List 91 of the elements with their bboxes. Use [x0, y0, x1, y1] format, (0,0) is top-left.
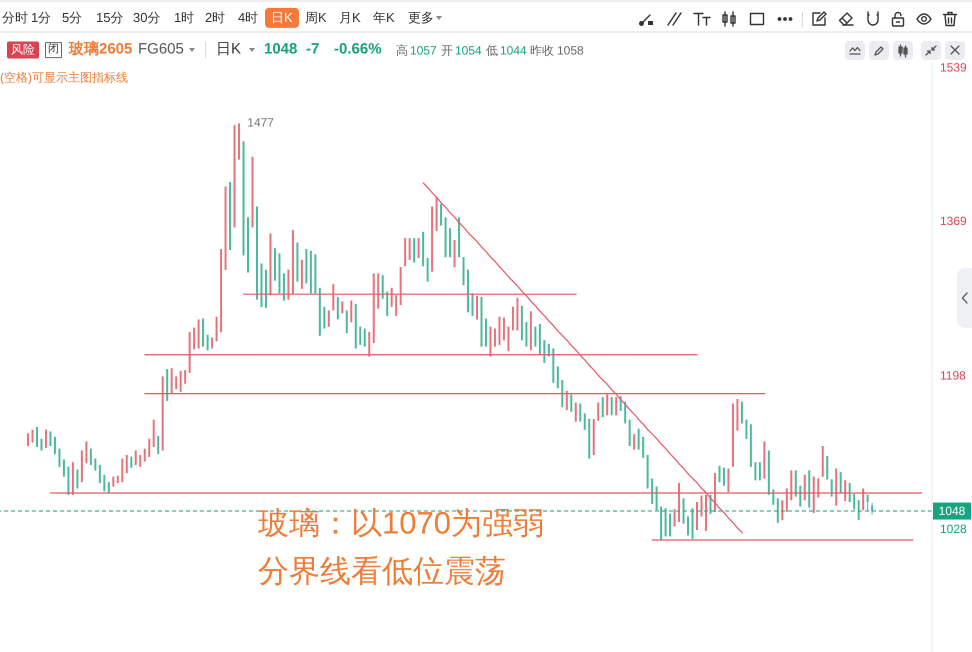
candlestick [418, 238, 420, 259]
candlestick [745, 419, 748, 440]
candlestick [758, 462, 761, 481]
candlestick [574, 402, 577, 422]
candlestick [359, 326, 362, 346]
text: 1054 [455, 44, 482, 58]
candlestick [602, 396, 604, 418]
candlestick [144, 448, 146, 462]
candlestick [395, 294, 398, 316]
candlestick [669, 513, 672, 537]
annotation: 分界线看低位震荡 [258, 552, 506, 591]
text: -0.66% [334, 40, 382, 60]
text: -7 [306, 40, 320, 60]
candlestick [615, 396, 618, 416]
candlestick [180, 370, 182, 392]
candlestick [866, 494, 869, 512]
candlestick [597, 402, 600, 422]
candlestick [858, 500, 860, 521]
y-tick-label: 1028 [940, 522, 968, 536]
candlestick [90, 448, 92, 466]
text: 闭 [45, 42, 62, 58]
text: 分时 [2, 10, 28, 26]
candlestick [134, 450, 137, 466]
text: 1044 [500, 44, 527, 58]
y-tick-label: 1369 [940, 214, 968, 228]
candlestick [606, 394, 608, 416]
annotation: 1477 [247, 116, 274, 131]
candlestick [840, 472, 842, 494]
text: 1057 [410, 44, 437, 58]
candlestick [579, 403, 582, 422]
candlestick [727, 468, 730, 493]
text: 日K [216, 40, 242, 60]
candlestick [49, 431, 52, 446]
chart-title: 玻璃2605 [69, 40, 132, 60]
candlestick [62, 459, 65, 478]
candlestick [76, 468, 78, 489]
candlestick [350, 300, 352, 323]
candlestick [740, 401, 743, 424]
candlestick [826, 455, 828, 480]
text: 2时 [205, 10, 226, 26]
text: 昨收 [530, 44, 554, 58]
candlestick [184, 370, 186, 384]
candlestick [408, 238, 411, 260]
candlestick [534, 326, 536, 348]
text: 更多 [408, 10, 434, 26]
candlestick [754, 462, 756, 481]
candlestick [494, 328, 496, 348]
text: 开 [441, 44, 453, 58]
text: 月K [339, 10, 361, 26]
candlestick [624, 401, 626, 424]
text: 30分 [133, 10, 160, 26]
candlestick [193, 327, 196, 350]
chart-subtitle: FG605 [138, 40, 184, 60]
candlestick [871, 502, 874, 516]
y-tick-label: 1539 [940, 60, 968, 74]
text: 周K [305, 10, 327, 26]
text: 5分 [62, 10, 82, 26]
text: 4时 [238, 10, 258, 26]
annotation: 玻璃：以1070为强弱 [258, 504, 544, 543]
text: 1分 [31, 10, 52, 26]
text: 1时 [174, 10, 194, 26]
candlestick [512, 306, 514, 331]
candlestick [211, 337, 214, 349]
text: 日K [265, 8, 299, 28]
ref-line-label: 1048 [938, 504, 966, 518]
candlestick [364, 328, 366, 348]
candlestick [426, 258, 429, 282]
candlestick [139, 454, 142, 468]
text: 高 [396, 44, 408, 58]
text: 1048 [264, 40, 298, 60]
candlestick [722, 467, 725, 486]
candlestick [610, 396, 613, 416]
candlestick [157, 436, 160, 455]
y-tick-label: 1198 [940, 368, 966, 383]
annotation: (空格)可显示主图指标线 [0, 70, 128, 86]
candlestick [58, 448, 60, 468]
candlestick [781, 500, 784, 521]
candlestick [502, 317, 505, 341]
candlestick [94, 458, 96, 471]
text: 1058 [557, 44, 584, 58]
text: 风险 [7, 42, 39, 58]
candlestick [687, 516, 690, 536]
candlestick [126, 454, 128, 474]
candlestick [148, 438, 150, 458]
candlestick [121, 458, 124, 483]
candlestick [674, 508, 676, 527]
candlestick [44, 429, 47, 448]
text: 年K [373, 10, 395, 26]
candlestick [36, 426, 38, 448]
text: 低 [486, 44, 498, 58]
text: 15分 [96, 10, 124, 26]
